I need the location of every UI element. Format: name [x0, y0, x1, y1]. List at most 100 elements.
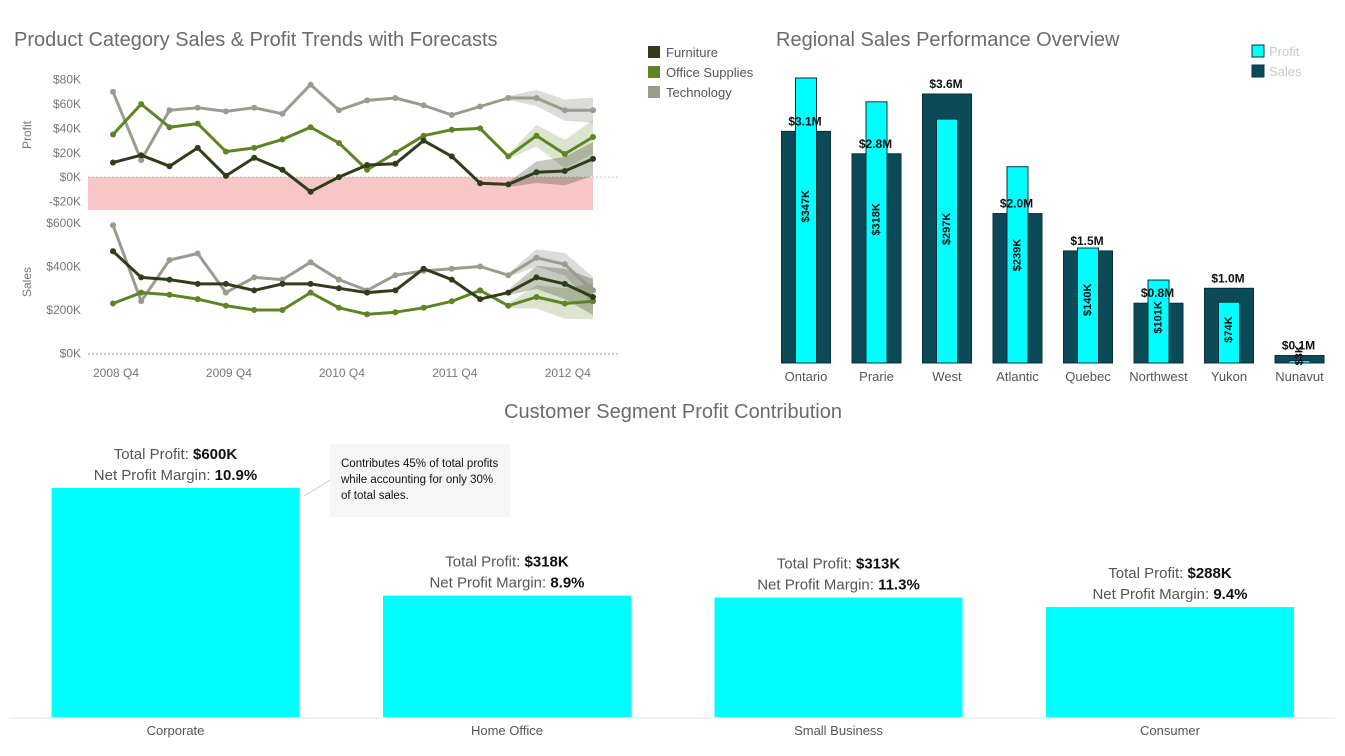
- point-sales-technology-5[interactable]: [251, 274, 258, 281]
- point-profit-technology-11[interactable]: [420, 102, 427, 109]
- point-profit-office-supplies-8[interactable]: [335, 140, 342, 146]
- point-profit-furniture-8[interactable]: [335, 174, 342, 181]
- point-profit-technology-12[interactable]: [448, 112, 455, 118]
- point-profit-office-supplies-2[interactable]: [166, 124, 173, 131]
- point-sales-office-supplies-3[interactable]: [194, 296, 201, 303]
- point-sales-office-supplies-13[interactable]: [477, 287, 484, 294]
- point-sales-office-supplies-14[interactable]: [505, 302, 512, 309]
- point-sales-office-supplies-1[interactable]: [138, 289, 145, 296]
- bar-segment-consumer[interactable]: [1046, 607, 1294, 717]
- point-sales-office-supplies-12[interactable]: [448, 298, 455, 305]
- point-profit-office-supplies-17[interactable]: [590, 134, 596, 140]
- point-profit-technology-0[interactable]: [110, 88, 116, 95]
- point-sales-furniture-10[interactable]: [392, 287, 399, 294]
- point-sales-office-supplies-2[interactable]: [166, 291, 173, 298]
- point-sales-office-supplies-8[interactable]: [335, 304, 342, 311]
- point-sales-technology-15[interactable]: [533, 254, 540, 261]
- point-sales-technology-0[interactable]: [110, 222, 116, 229]
- point-sales-technology-1[interactable]: [138, 298, 145, 305]
- point-sales-furniture-12[interactable]: [448, 276, 455, 283]
- bar-profit-quebec[interactable]: [1077, 247, 1099, 364]
- point-profit-furniture-2[interactable]: [166, 163, 173, 170]
- point-sales-furniture-11[interactable]: [420, 265, 427, 272]
- point-sales-office-supplies-9[interactable]: [364, 311, 371, 318]
- point-profit-technology-5[interactable]: [251, 104, 258, 111]
- point-profit-office-supplies-11[interactable]: [420, 132, 427, 139]
- point-sales-technology-12[interactable]: [448, 265, 455, 272]
- point-profit-office-supplies-10[interactable]: [392, 149, 399, 156]
- point-sales-technology-2[interactable]: [166, 257, 173, 263]
- point-profit-office-supplies-6[interactable]: [279, 136, 286, 143]
- point-profit-furniture-4[interactable]: [222, 172, 229, 179]
- point-profit-furniture-0[interactable]: [110, 159, 116, 166]
- point-sales-furniture-4[interactable]: [222, 280, 229, 287]
- point-profit-technology-14[interactable]: [505, 95, 512, 101]
- bar-profit-atlantic[interactable]: [1006, 166, 1029, 364]
- point-profit-technology-9[interactable]: [364, 97, 371, 104]
- bar-segment-home-office[interactable]: [383, 595, 631, 717]
- point-sales-technology-7[interactable]: [307, 259, 314, 266]
- point-profit-furniture-16[interactable]: [561, 168, 568, 174]
- point-sales-furniture-1[interactable]: [138, 274, 145, 281]
- bar-profit-west[interactable]: [936, 118, 958, 364]
- point-profit-technology-16[interactable]: [561, 107, 568, 114]
- point-profit-furniture-12[interactable]: [448, 153, 455, 160]
- point-sales-office-supplies-10[interactable]: [392, 309, 399, 316]
- point-sales-office-supplies-11[interactable]: [420, 304, 427, 311]
- point-profit-furniture-1[interactable]: [138, 152, 145, 159]
- point-sales-furniture-14[interactable]: [505, 289, 512, 296]
- point-sales-furniture-17[interactable]: [590, 294, 596, 300]
- bar-profit-ontario[interactable]: [795, 77, 817, 364]
- point-sales-furniture-2[interactable]: [166, 276, 173, 283]
- bar-profit-prarie[interactable]: [865, 101, 888, 364]
- point-sales-technology-17[interactable]: [590, 287, 596, 294]
- point-profit-office-supplies-3[interactable]: [194, 120, 201, 127]
- point-sales-technology-13[interactable]: [477, 263, 484, 270]
- point-profit-technology-6[interactable]: [279, 110, 286, 117]
- point-sales-furniture-6[interactable]: [279, 280, 286, 287]
- point-profit-technology-1[interactable]: [138, 157, 145, 164]
- point-sales-technology-4[interactable]: [222, 289, 229, 296]
- bar-segment-corporate[interactable]: [51, 488, 300, 717]
- point-profit-technology-8[interactable]: [335, 107, 342, 114]
- point-sales-office-supplies-4[interactable]: [222, 302, 229, 309]
- point-sales-technology-14[interactable]: [505, 272, 512, 279]
- point-sales-office-supplies-16[interactable]: [561, 300, 568, 307]
- point-sales-office-supplies-5[interactable]: [251, 307, 258, 313]
- point-sales-office-supplies-7[interactable]: [307, 289, 314, 296]
- bar-segment-small-business[interactable]: [714, 597, 963, 717]
- point-profit-furniture-17[interactable]: [590, 155, 596, 162]
- bar-profit-yukon[interactable]: [1218, 301, 1240, 364]
- point-profit-furniture-10[interactable]: [392, 160, 399, 167]
- point-profit-furniture-3[interactable]: [194, 144, 201, 151]
- point-profit-furniture-11[interactable]: [420, 137, 427, 144]
- point-sales-furniture-15[interactable]: [533, 274, 540, 281]
- point-profit-technology-3[interactable]: [194, 104, 201, 111]
- point-sales-technology-10[interactable]: [392, 272, 399, 279]
- point-sales-furniture-3[interactable]: [194, 280, 201, 287]
- point-sales-office-supplies-17[interactable]: [590, 298, 596, 305]
- point-profit-furniture-13[interactable]: [477, 180, 484, 187]
- point-profit-furniture-15[interactable]: [533, 169, 540, 176]
- point-sales-furniture-5[interactable]: [251, 287, 258, 294]
- point-profit-furniture-6[interactable]: [279, 166, 286, 173]
- point-profit-office-supplies-14[interactable]: [505, 153, 512, 160]
- point-sales-office-supplies-6[interactable]: [279, 307, 286, 313]
- point-sales-furniture-9[interactable]: [364, 289, 371, 296]
- point-profit-technology-17[interactable]: [590, 107, 596, 114]
- point-profit-office-supplies-1[interactable]: [138, 101, 145, 108]
- point-sales-technology-8[interactable]: [335, 276, 342, 283]
- point-profit-office-supplies-9[interactable]: [364, 166, 371, 173]
- point-profit-office-supplies-7[interactable]: [307, 124, 314, 131]
- point-sales-technology-3[interactable]: [194, 250, 201, 257]
- point-sales-furniture-8[interactable]: [335, 285, 342, 292]
- point-profit-office-supplies-13[interactable]: [477, 125, 484, 132]
- point-profit-office-supplies-15[interactable]: [533, 132, 540, 139]
- bar-profit-nunavut[interactable]: [1288, 360, 1311, 364]
- point-profit-office-supplies-16[interactable]: [561, 151, 568, 157]
- bar-profit-northwest[interactable]: [1147, 279, 1170, 364]
- point-sales-furniture-13[interactable]: [477, 296, 484, 303]
- point-profit-furniture-5[interactable]: [251, 154, 258, 161]
- point-profit-technology-2[interactable]: [166, 107, 173, 114]
- point-profit-technology-4[interactable]: [222, 108, 229, 115]
